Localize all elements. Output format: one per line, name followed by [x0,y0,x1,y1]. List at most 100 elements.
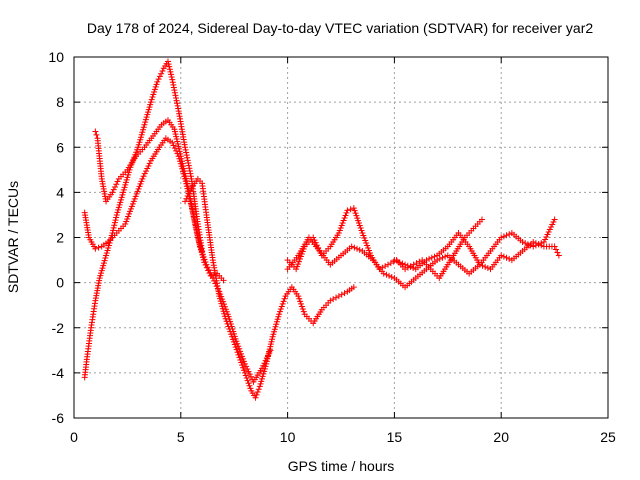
data-point [546,226,553,233]
data-point [260,370,267,377]
data-point [158,70,165,77]
data-point [168,73,175,80]
data-point [218,300,225,307]
data-point [135,144,142,151]
data-point [100,262,107,269]
data-point [150,91,157,98]
data-point [229,333,236,340]
data-point [276,311,283,318]
data-point [239,355,246,362]
data-point [242,372,249,379]
data-point [174,100,181,107]
data-point [538,242,545,249]
data-point [344,207,351,214]
data-point [175,105,182,112]
data-point [156,73,163,80]
data-point [532,240,539,247]
data-point [236,345,243,352]
data-point [146,160,153,167]
data-point [195,235,202,242]
data-point [159,67,166,74]
data-point [252,394,259,401]
series-track-g [391,229,562,273]
data-point [256,383,263,390]
data-point [335,229,342,236]
data-point [535,241,542,248]
data-point [233,346,240,353]
data-point [336,227,343,234]
data-point [254,389,261,396]
data-point [247,385,254,392]
y-tick-label: 0 [56,275,64,291]
data-point [543,233,550,240]
data-point [129,200,136,207]
data-point [194,230,201,237]
data-point [201,256,208,263]
data-point [110,186,117,193]
data-point [171,87,178,94]
data-point [280,298,287,305]
data-point [259,373,266,380]
data-point [551,216,558,223]
data-point [184,157,191,164]
data-point [146,104,153,111]
data-point [554,249,561,256]
data-point [135,141,142,148]
data-point [216,293,223,300]
data-point [204,264,211,271]
data-point [225,323,232,330]
data-point [297,253,304,260]
data-point [144,111,151,118]
data-point [442,253,449,260]
data-point [382,263,389,270]
data-point [140,124,147,131]
data-point [114,209,121,216]
data-point [231,341,238,348]
data-point [294,263,301,270]
data-point [478,216,485,223]
data-point [404,262,411,269]
data-point [194,232,201,239]
data-point [184,192,191,199]
data-point [226,326,233,333]
data-point [139,129,146,136]
data-point [183,152,190,159]
data-point [342,212,349,219]
data-point [364,242,371,249]
data-point [187,170,194,177]
data-point [506,255,513,262]
data-point [281,295,288,302]
data-point [506,231,513,238]
data-point [166,63,173,70]
data-point [106,240,113,247]
data-point [187,198,194,205]
data-point [137,180,144,187]
data-point [152,83,159,90]
data-point [125,213,132,220]
data-point [112,217,119,224]
data-point [124,174,131,181]
y-tick-label: -6 [52,410,65,426]
data-point [134,188,141,195]
data-point [216,295,223,302]
data-point [133,190,140,197]
data-point [423,257,430,264]
data-point [122,179,129,186]
data-point [350,284,357,291]
y-tick-label: -2 [52,320,65,336]
data-point [338,222,345,229]
data-point [184,154,191,161]
ticks-layer: 0 5 10 15 20 25 -6 -4 -2 0 2 4 6 8 10 [48,49,616,445]
data-point [399,260,406,267]
series-track-f [284,216,558,291]
data-point [192,219,199,226]
data-point [253,391,260,398]
data-point [185,160,192,167]
data-point [275,313,282,320]
data-point [246,382,253,389]
data-point [269,333,276,340]
data-point [205,266,212,273]
data-point [362,237,369,244]
data-point [164,58,171,65]
data-point [383,271,390,278]
